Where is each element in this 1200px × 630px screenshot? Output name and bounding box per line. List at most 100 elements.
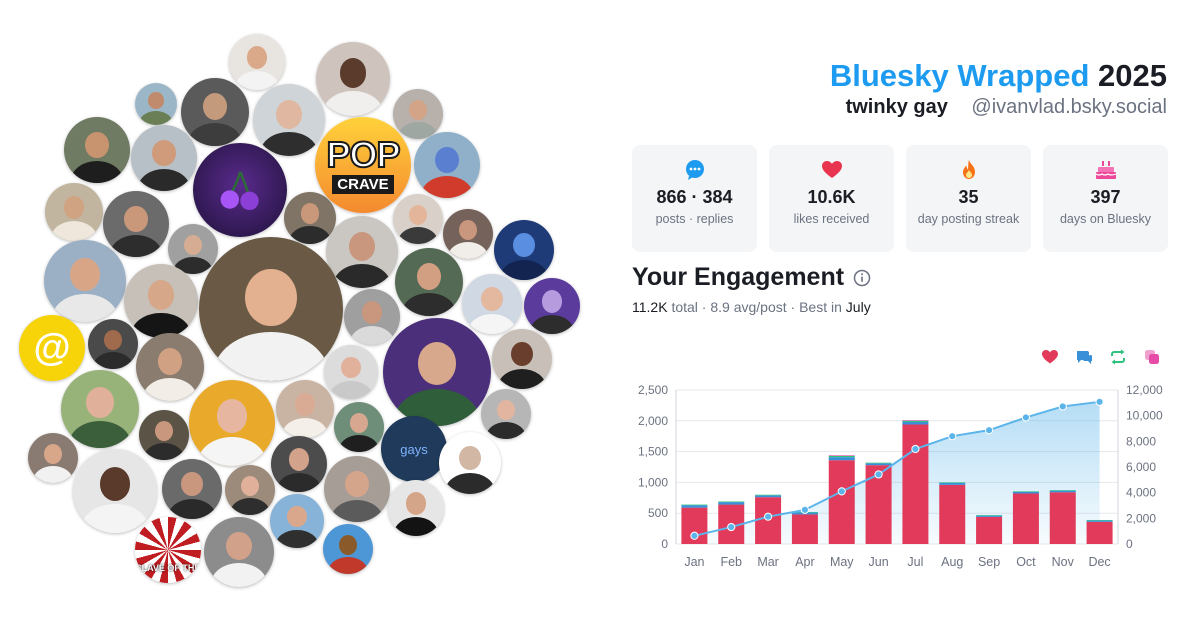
stat-card-posts: 866 · 384 posts · replies xyxy=(632,145,757,252)
engagement-total-label: total xyxy=(671,299,698,315)
avatar-bubble[interactable] xyxy=(395,248,463,316)
avatar-bubble[interactable] xyxy=(276,380,334,438)
avatar-bubble[interactable] xyxy=(443,209,493,259)
avatar-face xyxy=(202,92,228,121)
bar-segment xyxy=(865,463,892,466)
avatar-bubble[interactable]: @ xyxy=(19,315,85,381)
y2-tick-label: 4,000 xyxy=(1126,486,1156,500)
y2-tick-label: 0 xyxy=(1126,537,1133,551)
avatar-bubble[interactable] xyxy=(204,517,274,587)
avatar-bubble[interactable] xyxy=(28,433,78,483)
y-tick-label: 2,000 xyxy=(638,414,668,428)
avatar-bubble[interactable] xyxy=(323,524,373,574)
avatar-bubble[interactable] xyxy=(316,42,390,116)
stat-value: 866 · 384 xyxy=(656,187,733,207)
cumulative-point xyxy=(690,531,699,540)
avatar-bubble[interactable] xyxy=(524,278,580,334)
avatar-bubble[interactable] xyxy=(271,436,327,492)
avatar-bubble[interactable] xyxy=(462,274,522,334)
cherry-icon xyxy=(220,171,259,210)
avatar-bubble[interactable] xyxy=(388,480,444,536)
engagement-average: 8.9 avg/post xyxy=(710,299,787,315)
reply-icon[interactable] xyxy=(1075,348,1093,366)
avatar-bubble[interactable] xyxy=(494,220,554,280)
avatar-bubble[interactable] xyxy=(168,224,218,274)
heart-icon xyxy=(821,161,842,178)
avatar-bubble[interactable] xyxy=(193,143,287,237)
avatar-face xyxy=(541,290,563,313)
avatar-bubble[interactable] xyxy=(334,402,384,452)
bar-segment xyxy=(939,482,966,484)
avatar-bubble[interactable] xyxy=(73,449,157,533)
page-title: Bluesky Wrapped 2025 xyxy=(830,58,1167,94)
avatar-bubble[interactable] xyxy=(383,318,491,426)
avatar-bubble[interactable] xyxy=(393,89,443,139)
avatar-bubble[interactable] xyxy=(44,240,126,322)
avatar-bubble[interactable] xyxy=(189,380,275,466)
avatar-bubble[interactable] xyxy=(131,125,197,191)
avatar-bubble[interactable] xyxy=(136,333,204,401)
avatar-face xyxy=(288,448,310,471)
x-tick-label: Aug xyxy=(941,555,963,569)
quote-icon[interactable] xyxy=(1143,348,1161,366)
avatar-face xyxy=(339,58,367,88)
avatar-bubble[interactable] xyxy=(124,264,198,338)
avatar-face xyxy=(99,467,131,502)
avatar-bubble[interactable] xyxy=(492,329,552,389)
avatar-bubble[interactable] xyxy=(135,83,177,125)
avatar-shoulders xyxy=(144,443,184,460)
avatar-shoulders xyxy=(173,257,213,274)
avatar-bubble[interactable] xyxy=(344,289,400,345)
avatar-bubble[interactable] xyxy=(199,237,343,381)
avatar-bubble[interactable] xyxy=(414,132,480,198)
x-tick-label: Mar xyxy=(757,555,779,569)
avatar-bubble[interactable]: POP CRAVE xyxy=(315,117,411,213)
avatar-shoulders xyxy=(448,242,488,259)
avatar-face xyxy=(147,280,175,310)
avatar-bubble[interactable] xyxy=(326,216,398,288)
avatar-shoulders xyxy=(93,352,133,369)
avatar-bubble[interactable] xyxy=(229,34,285,90)
avatar-shoulders xyxy=(398,227,438,244)
avatar-face xyxy=(85,131,109,158)
repost-icon[interactable] xyxy=(1109,348,1127,366)
avatar-bubble[interactable] xyxy=(284,192,336,244)
info-icon[interactable] xyxy=(853,269,871,287)
avatar-shoulders xyxy=(289,226,331,244)
avatar-bubble[interactable]: gays xyxy=(381,416,447,482)
avatar-bubble[interactable] xyxy=(481,389,531,439)
avatar-face xyxy=(349,231,375,261)
heart-icon[interactable] xyxy=(1041,348,1059,366)
avatar-shoulders xyxy=(137,168,191,191)
avatar-bubble[interactable] xyxy=(88,319,138,369)
avatar-bubble[interactable] xyxy=(45,183,103,241)
bar-segment xyxy=(828,460,855,544)
avatar-face xyxy=(511,342,533,367)
bar-segment xyxy=(1049,492,1076,544)
avatar-bubble[interactable] xyxy=(270,494,324,548)
avatar-bubble[interactable] xyxy=(324,456,390,522)
bar-segment xyxy=(902,422,929,425)
avatar-face xyxy=(409,100,427,120)
avatar-bubble[interactable] xyxy=(181,78,249,146)
avatar-bubble[interactable] xyxy=(324,345,378,399)
bar-segment xyxy=(828,455,855,458)
bar-segment xyxy=(1086,520,1113,522)
avatar-bubble[interactable]: SLAVE OF THE xyxy=(135,517,201,583)
avatar-bubble[interactable] xyxy=(139,410,189,460)
cumulative-point xyxy=(948,432,957,441)
avatar-bubble[interactable] xyxy=(61,370,139,448)
avatar-bubble[interactable] xyxy=(103,191,169,257)
avatar-shoulders xyxy=(281,418,329,438)
avatar-shoulders xyxy=(109,234,163,257)
avatar-bubble[interactable] xyxy=(253,84,325,156)
avatar-bubble[interactable] xyxy=(225,465,275,515)
avatar-face xyxy=(124,205,148,232)
avatar-bubble[interactable] xyxy=(439,432,501,494)
display-name: twinky gay xyxy=(845,96,948,118)
avatar-bubble[interactable] xyxy=(393,194,443,244)
avatar-bubble[interactable] xyxy=(64,117,130,183)
bar-segment xyxy=(1012,491,1039,492)
avatar-bubble[interactable] xyxy=(162,459,222,519)
engagement-title: Your Engagement xyxy=(632,263,845,291)
